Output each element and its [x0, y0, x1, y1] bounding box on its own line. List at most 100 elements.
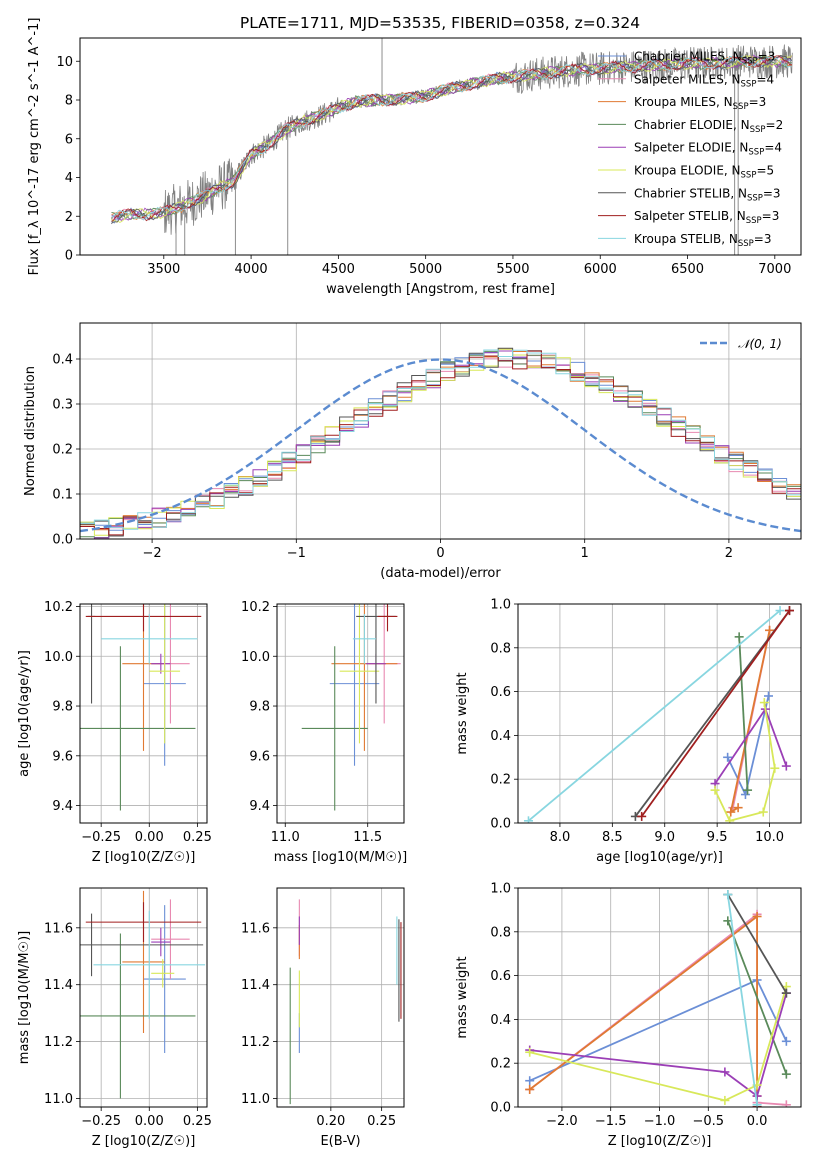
- y-tick-label: 0.0: [490, 1101, 511, 1116]
- series-chabrier-miles-marker: [781, 1036, 791, 1046]
- x-tick-label: −1.0: [644, 1114, 676, 1129]
- series-chabrier-miles-line: [726, 695, 770, 798]
- plot-area-age-vs-mass: [301, 604, 401, 811]
- axes-frame-age-vs-mass: 11.0 11.5 9.4 9.6 9.8 10.0 10.2 mass [log10(M/M…: [241, 600, 407, 865]
- x-tick-label: 4000: [235, 262, 268, 277]
- axes-frame-weight-vs-age: 8.0 8.5 9.0 9.5 10.0 0.0 0.2 0.4 0.6 0.8 1.0 age [l…: [455, 598, 802, 865]
- y-tick-label: 10.2: [241, 600, 270, 615]
- legend-entry: Kroupa STELIB, NSSP=3: [634, 232, 772, 249]
- y-tick-label: 0.0: [52, 533, 73, 548]
- y-tick-label: 11.6: [241, 921, 270, 936]
- axes-frame: [276, 887, 405, 1108]
- axes-frame-age-vs-Z: −0.25 0.00 0.25 9.4 9.6 9.8 10.0 10.2 Z [log10(Z…: [17, 600, 212, 865]
- legend-entry: Salpeter ELODIE, NSSP=4: [634, 141, 782, 158]
- y-tick-label: 11.4: [241, 978, 270, 993]
- y-tick-label: 0: [65, 249, 73, 264]
- legend-entry: Kroupa MILES, NSSP=3: [634, 95, 766, 112]
- y-tick-label: 10.2: [44, 600, 73, 615]
- axes-mass-vs-EBV: 0.20 0.25 11.0 11.2 11.4 11.6 E(B-V): [241, 887, 405, 1149]
- axes-weight-vs-age: 8.0 8.5 9.0 9.5 10.0 0.0 0.2 0.4 0.6 0.8 1.0 age [l…: [455, 598, 802, 865]
- x-tick-label: −0.25: [81, 830, 121, 845]
- y-axis-label: Normed distribution: [23, 366, 38, 496]
- series-kroupa-elodie-marker: [720, 1095, 730, 1105]
- x-tick-label: 10.0: [755, 830, 784, 845]
- y-tick-label: 0.8: [490, 641, 511, 656]
- x-tick-label: 0: [436, 546, 444, 561]
- series-salpeter-stelib-line: [640, 610, 791, 817]
- series-kroupa-stelib-marker: [752, 1100, 762, 1107]
- series-salpeter-elodie-line: [529, 992, 788, 1098]
- y-tick-label: 11.0: [241, 1092, 270, 1107]
- y-tick-label: 0.6: [490, 969, 511, 984]
- series-salpeter-stelib-marker: [637, 811, 647, 821]
- x-axis-label: mass [log10(M/M☉)]: [274, 850, 407, 865]
- series-salpeter-elodie-marker: [781, 761, 791, 771]
- x-tick-label: 0.20: [316, 1114, 345, 1129]
- figure-title: PLATE=1711, MJD=53535, FIBERID=0358, z=0…: [240, 14, 640, 32]
- y-axis-label: age [log10(age/yr)]: [17, 650, 32, 777]
- x-tick-label: 4500: [322, 262, 355, 277]
- x-tick-label: 9.0: [654, 830, 675, 845]
- axes-age-vs-Z: −0.25 0.00 0.25 9.4 9.6 9.8 10.0 10.2 Z [log10(Z…: [17, 600, 212, 865]
- series-kroupa-miles-marker: [726, 807, 736, 817]
- y-tick-label: 9.4: [249, 799, 270, 814]
- series-chabrier-stelib-marker: [781, 988, 791, 998]
- histogram-kroupa-stelib: [80, 349, 801, 539]
- x-tick-label: 0.25: [367, 1114, 396, 1129]
- x-axis-label: E(B-V): [320, 1134, 360, 1149]
- axes-frame: [79, 603, 208, 824]
- y-tick-label: 9.6: [249, 749, 270, 764]
- y-tick-label: 4: [65, 171, 73, 186]
- y-tick-label: 0.4: [52, 353, 73, 368]
- x-tick-label: −0.25: [81, 1114, 121, 1129]
- x-tick-label: 3500: [147, 262, 180, 277]
- y-axis-label: mass weight: [455, 956, 470, 1038]
- x-tick-label: 11.5: [353, 830, 382, 845]
- x-tick-label: −1: [287, 546, 306, 561]
- x-tick-label: 1: [581, 546, 589, 561]
- y-tick-label: 10.0: [241, 650, 270, 665]
- axes-frame: [79, 37, 802, 256]
- plot-area-spectrum: [111, 38, 793, 255]
- x-tick-label: 0.25: [183, 830, 212, 845]
- legend-entry: 𝒩(0, 1): [738, 337, 782, 351]
- legend-entry: Chabrier STELIB, NSSP=3: [634, 186, 781, 203]
- legend-entry: Salpeter STELIB, NSSP=3: [634, 209, 779, 226]
- x-tick-label: −2: [143, 546, 162, 561]
- axes-frame-residuals: −2 −1 0 1 2 0.0 0.1 0.2 0.3 0.4 (data-model)/error…: [23, 322, 802, 581]
- axes-mass-vs-Z: −0.25 0.00 0.25 11.0 11.2 11.4 11.6 Z [log10(Z/…: [17, 887, 212, 1149]
- histogram-chabrier-stelib: [80, 347, 801, 539]
- series-chabrier-miles-line: [529, 978, 788, 1082]
- x-tick-label: 9.5: [707, 830, 728, 845]
- x-tick-label: 0.0: [747, 1114, 768, 1129]
- x-tick-label: 7000: [758, 262, 791, 277]
- legend-entry: Chabrier ELODIE, NSSP=2: [634, 118, 783, 135]
- model-line-kroupa-stelib: [111, 56, 792, 221]
- y-tick-label: 0.2: [52, 443, 73, 458]
- y-tick-label: 0.6: [490, 685, 511, 700]
- y-tick-label: 2: [65, 210, 73, 225]
- series-kroupa-stelib-marker: [775, 606, 785, 616]
- series-chabrier-miles-marker: [723, 752, 733, 762]
- y-tick-label: 11.2: [241, 1035, 270, 1050]
- series-chabrier-elodie-marker: [734, 632, 744, 642]
- y-tick-label: 9.8: [249, 700, 270, 715]
- x-tick-label: 6500: [671, 262, 704, 277]
- x-tick-label: −1.5: [595, 1114, 627, 1129]
- y-axis-label: Flux [f_λ 10^-17 erg cm^-2 s^-1 A^-1]: [27, 18, 42, 276]
- series-salpeter-stelib-marker: [784, 606, 794, 616]
- series-salpeter-elodie-marker: [720, 1067, 730, 1077]
- y-tick-label: 6: [65, 132, 73, 147]
- y-tick-label: 0.8: [490, 925, 511, 940]
- series-kroupa-elodie-marker: [770, 763, 780, 773]
- model-line-kroupa-elodie: [111, 54, 792, 224]
- x-tick-label: 6000: [584, 262, 617, 277]
- y-tick-label: 0.4: [490, 729, 511, 744]
- axes-frame: [276, 603, 405, 824]
- normal-curve: [80, 358, 801, 533]
- series-salpeter-miles-line: [529, 912, 787, 1106]
- series-kroupa-elodie-marker: [710, 785, 720, 795]
- x-tick-label: 11.0: [271, 830, 300, 845]
- y-tick-label: 0.0: [490, 817, 511, 832]
- series-kroupa-miles-line: [529, 914, 758, 1096]
